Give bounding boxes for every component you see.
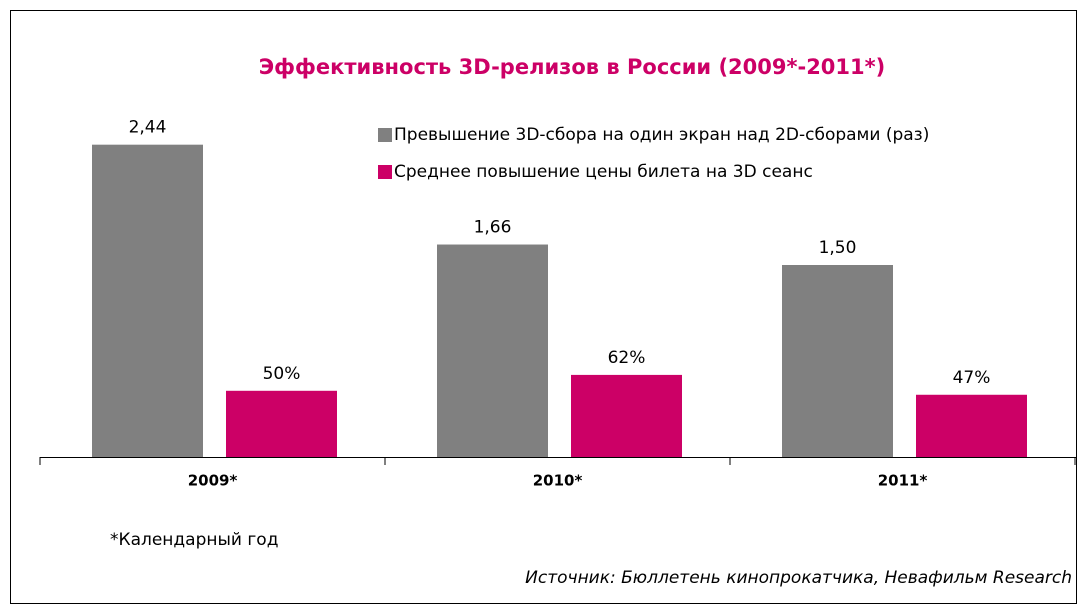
value-label: 47% — [953, 368, 991, 388]
legend-label: Среднее повышение цены билета на 3D сеан… — [394, 162, 813, 182]
bar — [92, 144, 203, 457]
x-tick-label: 2011* — [878, 472, 928, 490]
bar — [916, 394, 1027, 457]
legend-swatch — [378, 128, 392, 142]
legend-swatch — [378, 165, 392, 179]
value-label: 2,44 — [129, 118, 167, 138]
footnote: *Календарный год — [110, 530, 278, 550]
bar — [226, 390, 337, 457]
x-tick-label: 2009* — [188, 472, 238, 490]
value-label: 1,50 — [819, 238, 857, 258]
bar — [782, 265, 893, 457]
bar — [571, 374, 682, 457]
value-label: 1,66 — [474, 218, 512, 238]
value-label: 62% — [608, 348, 646, 368]
legend-label: Превышение 3D-сбора на один экран над 2D… — [394, 125, 929, 145]
value-label: 50% — [263, 364, 301, 384]
chart-title: Эффективность 3D-релизов в России (2009*… — [259, 55, 885, 79]
source: Источник: Бюллетень кинопрокатчика, Нева… — [525, 568, 1072, 588]
x-tick-label: 2010* — [533, 472, 583, 490]
bar — [437, 244, 548, 457]
